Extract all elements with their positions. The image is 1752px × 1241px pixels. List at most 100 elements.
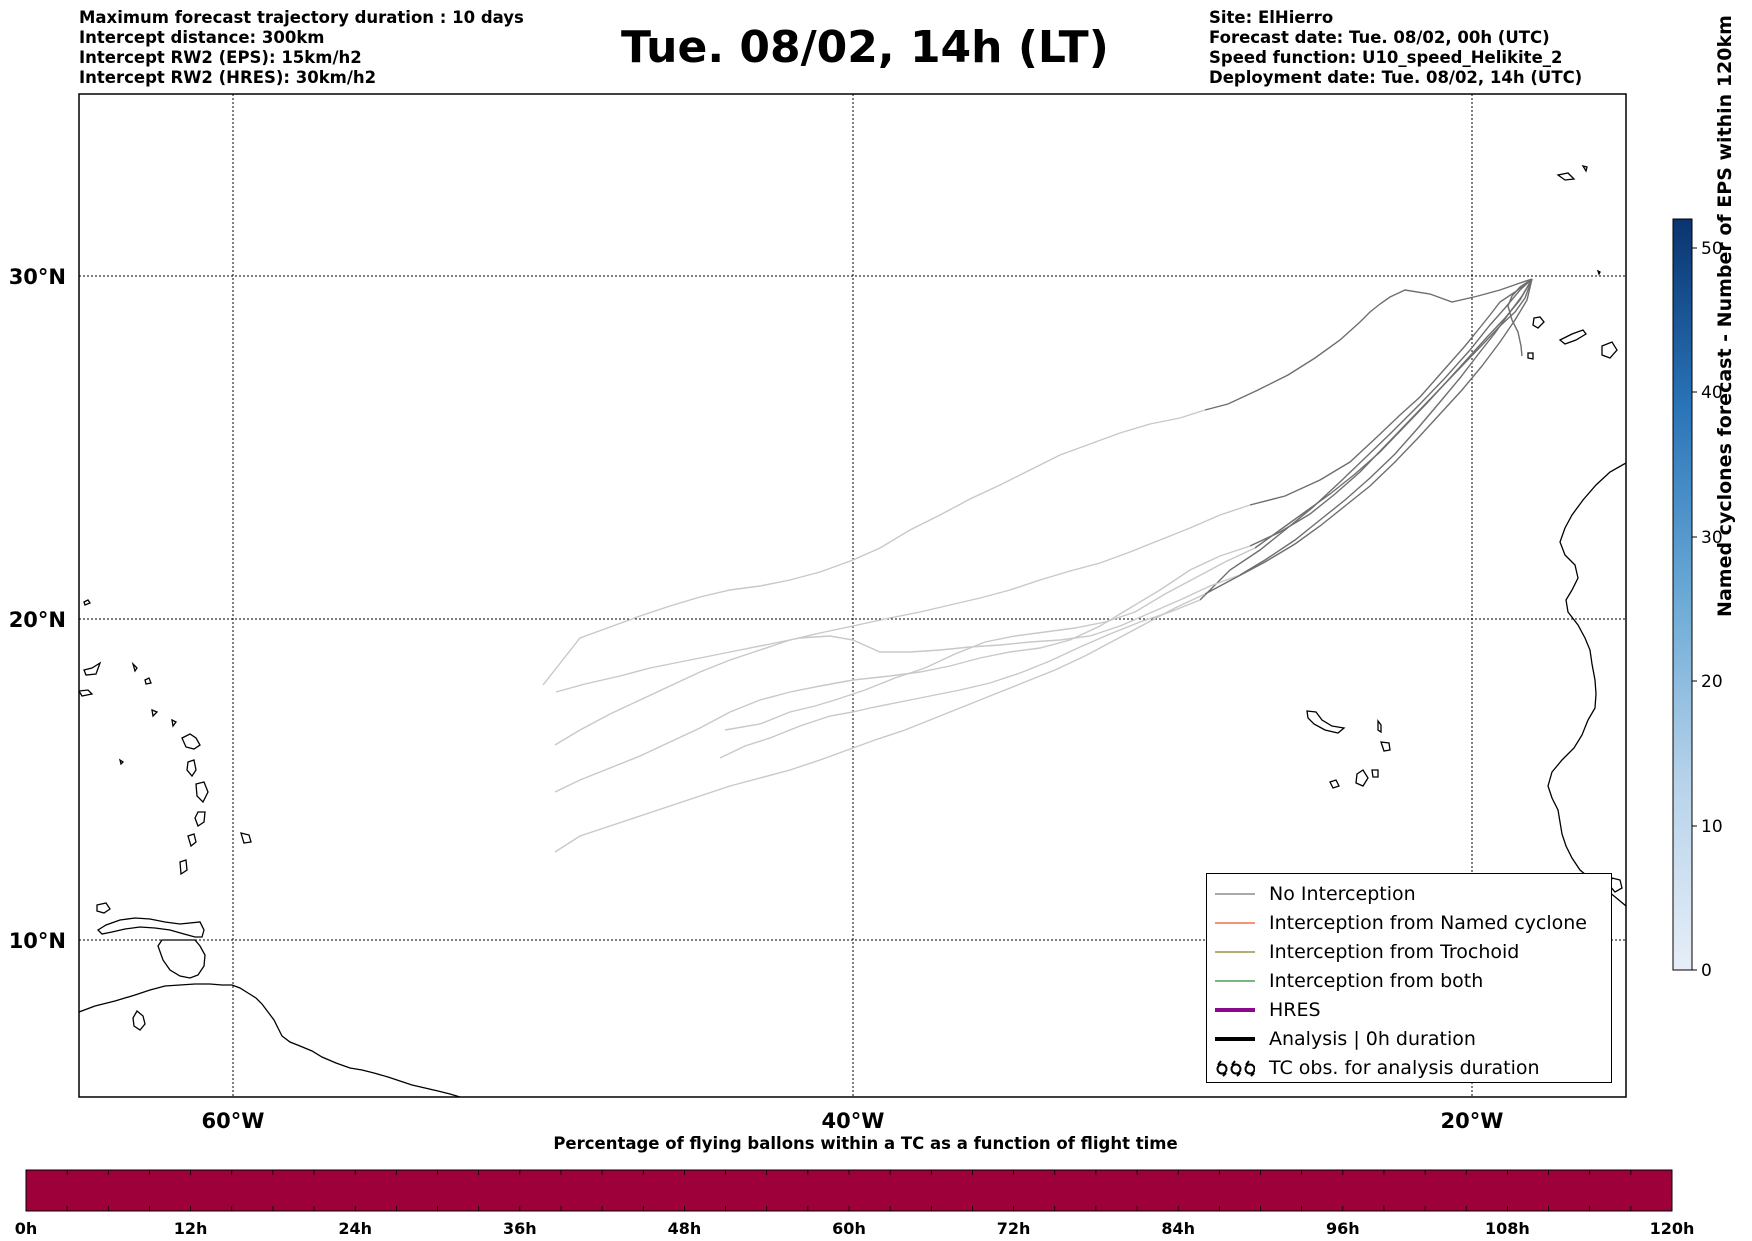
- island-2: [96, 902, 111, 914]
- colorbar-tick-20: 20: [1701, 672, 1723, 692]
- legend-label: Interception from both: [1269, 970, 1484, 992]
- trajectory-6: [1254, 278, 1533, 549]
- time-bar-tick-label: 12h: [174, 1219, 208, 1238]
- legend-swatch-named-cyclone: [1215, 922, 1255, 924]
- lat-label-30n: 30°N: [9, 265, 66, 289]
- lat-labels: 30°N 20°N 10°N: [9, 265, 66, 953]
- legend-item-trochoid: Interception from Trochoid: [1207, 938, 1611, 966]
- legend-item-no-interception: No Interception: [1207, 880, 1611, 908]
- legend-label: HRES: [1269, 999, 1321, 1021]
- leeward-antilles-2: [79, 689, 94, 697]
- trajectory-4: [1249, 278, 1533, 547]
- lesser-antilles-6: [179, 859, 188, 876]
- param-line: Intercept RW2 (EPS): 15km/h2: [79, 48, 362, 67]
- param-line: Maximum forecast trajectory duration : 1…: [79, 8, 524, 27]
- trajectory-2-faint: [554, 504, 1251, 746]
- cape-verde-2: [1377, 719, 1382, 734]
- selvagens: [1596, 269, 1601, 276]
- colorbar-ticks: 0 10 20 30 40 50: [1692, 239, 1723, 981]
- site-line: Forecast date: Tue. 08/02, 00h (UTC): [1209, 28, 1550, 47]
- colorbar-label-text: Named cyclones forecast - Number of EPS …: [1714, 15, 1736, 617]
- island-west-4: [151, 708, 159, 718]
- venezuela-gulf-coast: [96, 917, 205, 938]
- legend-item-both: Interception from both: [1207, 967, 1611, 995]
- legend-item-analysis: Analysis | 0h duration: [1207, 1025, 1611, 1053]
- island-west-3: [144, 677, 152, 685]
- legend-swatch-trochoid: [1215, 951, 1255, 953]
- lat-label-10n: 10°N: [9, 929, 66, 953]
- lesser-antilles-3: [195, 781, 209, 804]
- island-west-6: [118, 758, 125, 766]
- trajectories: [542, 278, 1533, 853]
- island-west-2: [131, 661, 138, 673]
- lesser-antilles-5: [187, 833, 197, 848]
- trajectory-1-faint: [542, 409, 1206, 686]
- madeira-2: [1581, 164, 1588, 173]
- trajectory-3: [1199, 278, 1533, 601]
- lon-labels: 60°W 40°W 20°W: [202, 1109, 1504, 1133]
- time-bar-fill: [25, 1169, 1673, 1212]
- canary-4: [1527, 352, 1534, 360]
- time-bar-tick-label: 0h: [15, 1219, 38, 1238]
- cape-verde-5: [1355, 769, 1369, 787]
- colorbar-tick-30: 30: [1701, 528, 1723, 548]
- trajectory-4-faint: [554, 545, 1251, 793]
- time-bar: 0h 12h 24h 36h 48h 60h 72h 84h 96h 108h 120h: [15, 1169, 1695, 1238]
- time-bar-tick-label: 36h: [503, 1219, 537, 1238]
- coastlines: [79, 164, 1626, 1097]
- param-line: Intercept distance: 300km: [79, 28, 325, 47]
- island-1: [132, 1010, 146, 1031]
- cape-verde-1: [1306, 710, 1346, 734]
- cape-verde-3: [1380, 741, 1391, 752]
- page-title: Tue. 08/02, 14h (LT): [621, 22, 1109, 73]
- time-bar-tick-label: 84h: [1161, 1219, 1195, 1238]
- map-legend: No Interception Interception from Named …: [1206, 873, 1612, 1083]
- lat-label-20n: 20°N: [9, 608, 66, 632]
- colorbar-tick-40: 40: [1701, 383, 1723, 403]
- legend-swatch-no-interception: [1215, 893, 1255, 895]
- time-bar-title: Percentage of flying ballons within a TC…: [553, 1134, 1178, 1153]
- island-west-1: [83, 599, 91, 606]
- trajectory-8: [1507, 278, 1533, 357]
- canary-3: [1601, 341, 1618, 359]
- lesser-antilles-2: [186, 759, 197, 778]
- trajectory-7-faint: [554, 593, 1206, 853]
- trajectory-6-faint: [724, 547, 1256, 731]
- site-line: Deployment date: Tue. 08/02, 14h (UTC): [1209, 68, 1583, 87]
- legend-label: Interception from Named cyclone: [1269, 912, 1587, 934]
- forecast-parameters: Maximum forecast trajectory duration : 1…: [79, 8, 524, 88]
- lesser-antilles-7: [240, 832, 252, 844]
- colorbar-tick-50: 50: [1701, 239, 1723, 259]
- site-info: Site: ElHierro Forecast date: Tue. 08/02…: [1209, 8, 1582, 88]
- lon-label-60w: 60°W: [202, 1109, 265, 1133]
- site-line: Speed function: U10_speed_Helikite_2: [1209, 48, 1563, 67]
- legend-item-tc-obs: TC obs. for analysis duration: [1207, 1054, 1611, 1082]
- site-line: Site: ElHierro: [1209, 8, 1334, 27]
- time-bar-tick-label: 108h: [1485, 1219, 1530, 1238]
- south-america-coast: [79, 983, 461, 1097]
- legend-swatch-both: [1215, 980, 1255, 982]
- trajectory-3-faint: [719, 599, 1201, 759]
- tc-symbol-icon: [1216, 1060, 1255, 1077]
- colorbar-tick-0: 0: [1701, 961, 1712, 981]
- legend-label: Interception from Trochoid: [1269, 941, 1520, 963]
- trajectory-5-faint: [555, 574, 1241, 693]
- legend-item-named-cyclone: Interception from Named cyclone: [1207, 909, 1611, 937]
- lon-label-40w: 40°W: [822, 1109, 885, 1133]
- legend-item-hres: HRES: [1207, 996, 1611, 1024]
- colorbar-tick-10: 10: [1701, 817, 1723, 837]
- time-bar-tick-label: 48h: [668, 1219, 702, 1238]
- legend-label: Analysis | 0h duration: [1269, 1028, 1476, 1050]
- cyclone-colorbar: 0 10 20 30 40 50: [1672, 218, 1723, 981]
- island-west-5: [171, 718, 177, 728]
- legend-label: No Interception: [1269, 883, 1416, 905]
- africa-coast: [1547, 462, 1626, 907]
- trajectory-2: [1249, 278, 1533, 506]
- time-bar-tick-label: 24h: [338, 1219, 372, 1238]
- cape-verde-6: [1371, 769, 1379, 778]
- time-bar-tick-label: 120h: [1650, 1219, 1695, 1238]
- lon-label-20w: 20°W: [1441, 1109, 1504, 1133]
- trajectory-1: [1204, 278, 1533, 411]
- lesser-antilles-1: [181, 733, 201, 750]
- legend-swatch-hres: [1215, 1008, 1255, 1012]
